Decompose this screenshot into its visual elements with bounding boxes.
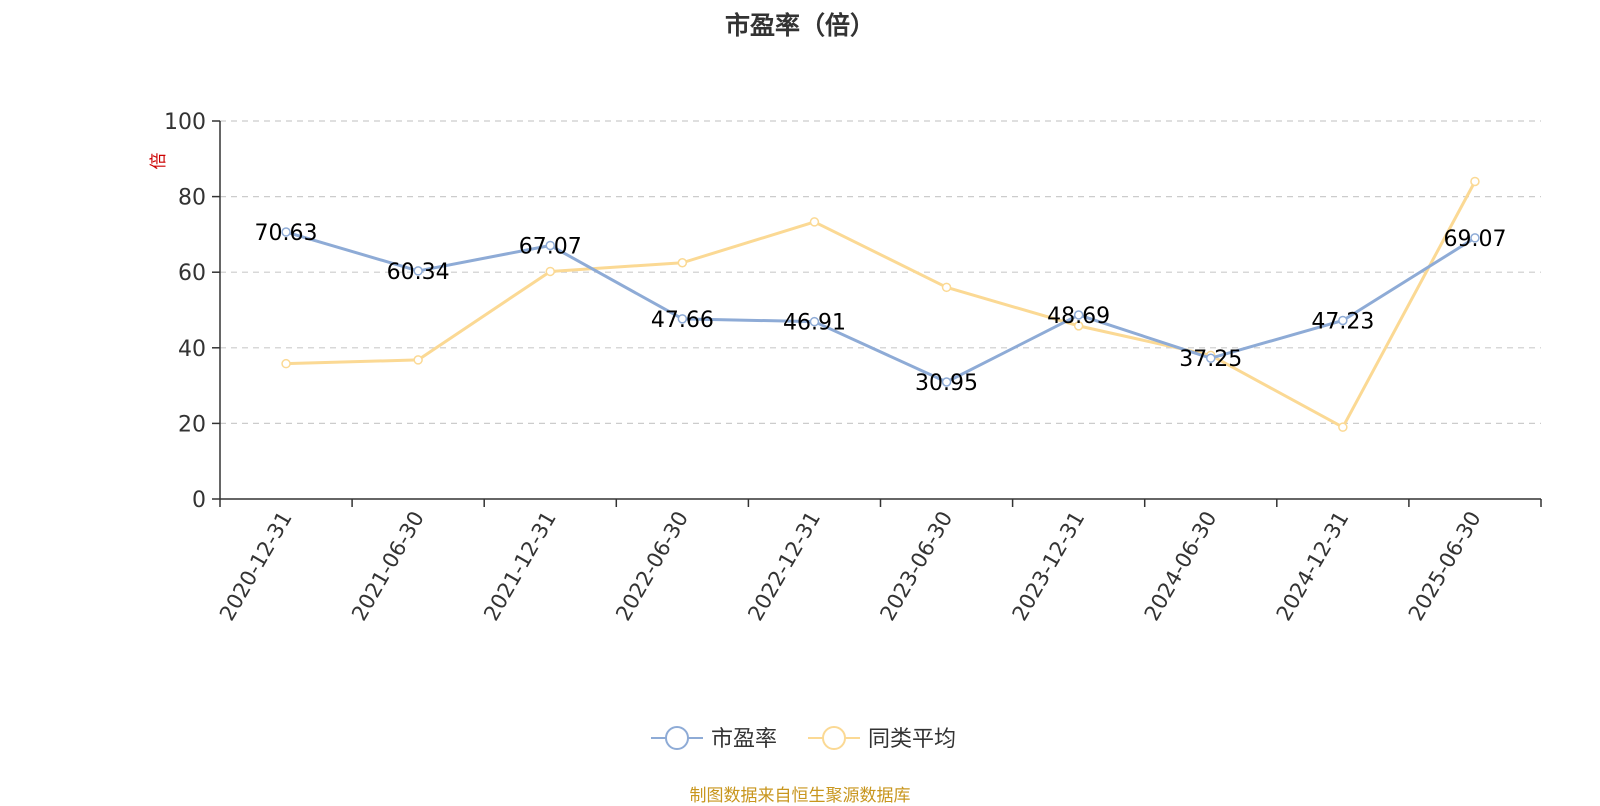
data-point [413, 355, 423, 365]
y-tick-label: 40 [178, 337, 206, 362]
data-point [1338, 315, 1348, 326]
legend-item[interactable]: 市盈率 [651, 726, 777, 752]
legend-marker-icon [665, 726, 689, 750]
data-point [941, 282, 952, 293]
chart-title: 市盈率（倍） [724, 11, 875, 40]
data-point [677, 314, 688, 324]
data-label: 48.69 [1047, 304, 1110, 329]
data-label: 69.07 [1443, 227, 1506, 252]
data-label: 67.07 [519, 234, 582, 259]
data-label: 47.23 [1311, 309, 1374, 334]
y-tick-label: 0 [192, 488, 206, 513]
x-tick-label: 2020-12-31 [215, 507, 297, 625]
x-tick-label: 2024-06-30 [1140, 507, 1222, 625]
data-point [809, 217, 820, 227]
source-footer: 制图数据来自恒生聚源数据库 [689, 786, 911, 806]
x-tick-label: 2022-12-31 [743, 507, 825, 625]
data-point [281, 227, 291, 237]
legend-item[interactable]: 同类平均 [808, 726, 956, 752]
x-tick-label: 2025-06-30 [1404, 507, 1486, 625]
data-label: 70.63 [255, 221, 318, 246]
legend-marker-icon [822, 726, 846, 750]
data-point [1206, 353, 1216, 363]
data-point [809, 316, 820, 327]
series-lines [281, 176, 1480, 432]
y-tick-label: 100 [164, 110, 206, 135]
data-labels: 70.63 60.34 67.07 47.66 46.91 30.95 48.69 37.25… [255, 221, 1507, 396]
data-point [281, 358, 291, 369]
data-point [545, 240, 555, 251]
x-tick-label: 2023-12-31 [1008, 507, 1090, 625]
data-point [1073, 310, 1084, 320]
legend-label: 市盈率 [711, 727, 777, 752]
series-line [285, 230, 1476, 384]
data-point [545, 266, 555, 277]
data-point [1073, 321, 1084, 331]
y-tick-label: 60 [178, 261, 206, 286]
series-line [286, 180, 1477, 429]
data-point [1470, 176, 1480, 187]
data-label: 37.25 [1179, 347, 1242, 372]
x-tick-label: 2023-06-30 [875, 507, 957, 625]
data-label: 60.34 [387, 260, 450, 285]
data-point [677, 258, 688, 268]
data-point [1338, 422, 1348, 432]
data-point [413, 266, 423, 276]
legend-label: 同类平均 [868, 727, 956, 752]
x-tick-label: 2021-12-31 [479, 507, 561, 625]
data-point [941, 377, 952, 387]
axes: 0 20 40 60 80 100 2020-12-31 2021-06-30 2021-12-… [164, 110, 1542, 625]
data-label: 30.95 [915, 371, 978, 396]
x-tick-label: 2022-06-30 [611, 507, 693, 625]
data-label: 47.66 [651, 308, 714, 333]
y-axis-label: 倍 [149, 153, 169, 170]
y-tick-label: 80 [178, 186, 206, 211]
data-point [1470, 233, 1480, 243]
y-tick-label: 20 [178, 412, 206, 437]
x-tick-label: 2021-06-30 [347, 507, 429, 625]
x-tick-label: 2024-12-31 [1272, 507, 1354, 625]
legend[interactable]: 市盈率 同类平均 [651, 726, 956, 752]
data-label: 46.91 [783, 311, 846, 336]
grid-lines [220, 120, 1541, 424]
